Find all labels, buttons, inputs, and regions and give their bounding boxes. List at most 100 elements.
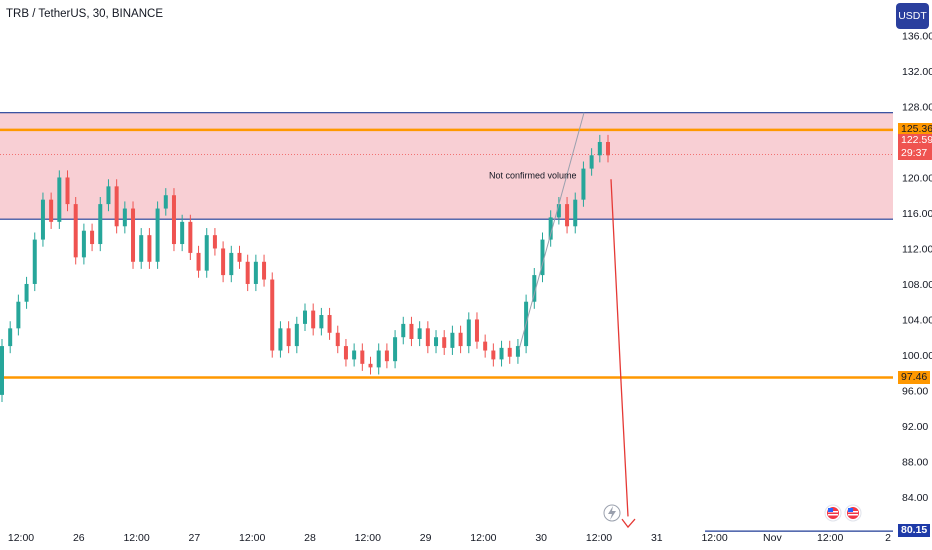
y-tick-label: 100.00 bbox=[902, 350, 932, 362]
candle bbox=[450, 325, 455, 355]
y-tick-label: 84.00 bbox=[902, 492, 928, 504]
candle bbox=[57, 170, 62, 229]
projection-arrow bbox=[610, 179, 629, 517]
currency-button[interactable]: USDT bbox=[896, 3, 929, 29]
candle bbox=[139, 228, 144, 269]
candle bbox=[180, 214, 185, 252]
x-tick-label: 12:00 bbox=[8, 532, 34, 544]
candle bbox=[319, 307, 324, 336]
candle bbox=[548, 210, 553, 247]
candle bbox=[24, 276, 29, 309]
candle bbox=[507, 340, 512, 364]
candle bbox=[49, 192, 54, 229]
support-price-tag: 97.46 bbox=[898, 370, 931, 384]
candle bbox=[286, 321, 291, 354]
y-axis[interactable]: 84.00 88.00 92.00 96.00 100.00 104.00 108.00 11… bbox=[902, 30, 932, 503]
x-tick-label: 12:00 bbox=[586, 532, 612, 544]
candle bbox=[196, 245, 201, 278]
candle bbox=[540, 232, 545, 283]
x-tick-label: 12:00 bbox=[817, 532, 843, 544]
lightning-icon[interactable] bbox=[603, 504, 621, 522]
y-tick-label: 136.00 bbox=[902, 30, 932, 42]
candle bbox=[16, 294, 21, 336]
candle bbox=[417, 321, 422, 347]
candle bbox=[237, 245, 242, 269]
symbol-title: TRB / TetherUS, 30, BINANCE bbox=[6, 8, 164, 20]
x-tick-label: 12:00 bbox=[239, 532, 265, 544]
candle bbox=[278, 321, 283, 358]
candle bbox=[409, 316, 414, 347]
candle bbox=[491, 343, 496, 367]
candle bbox=[565, 197, 570, 234]
x-tick-label: 26 bbox=[73, 532, 85, 544]
candle bbox=[65, 170, 70, 212]
current-price-tag: 122.59 29:37 bbox=[898, 133, 932, 160]
candle bbox=[376, 343, 381, 375]
y-tick-label: 128.00 bbox=[902, 101, 932, 113]
y-tick-label: 112.00 bbox=[902, 243, 932, 255]
candle bbox=[147, 228, 152, 269]
y-tick-label: 116.00 bbox=[902, 208, 932, 220]
plot-background bbox=[0, 0, 893, 550]
candle bbox=[270, 272, 275, 358]
candle bbox=[499, 340, 504, 367]
candle bbox=[466, 312, 471, 354]
candle bbox=[335, 325, 340, 354]
x-tick-label: 27 bbox=[189, 532, 201, 544]
candle bbox=[40, 192, 45, 247]
candle bbox=[606, 134, 610, 163]
event-flag-icon[interactable] bbox=[824, 504, 842, 522]
current-price-value: 122.59 bbox=[901, 133, 932, 146]
candle bbox=[262, 254, 267, 287]
candle bbox=[204, 228, 209, 278]
candle bbox=[360, 343, 365, 371]
x-axis[interactable]: 12:00 26 12:00 27 12:00 28 12:00 29 12:00 30 12:00… bbox=[8, 532, 891, 544]
x-tick-label: 12:00 bbox=[123, 532, 149, 544]
candle bbox=[393, 330, 398, 369]
candle bbox=[458, 325, 463, 354]
y-tick-label: 132.00 bbox=[902, 66, 932, 78]
candle bbox=[245, 254, 250, 292]
candle bbox=[434, 330, 439, 354]
candle bbox=[73, 197, 78, 265]
candle bbox=[556, 197, 561, 225]
candle bbox=[384, 343, 389, 369]
candle bbox=[442, 330, 447, 355]
candle bbox=[171, 188, 176, 252]
candle bbox=[32, 232, 37, 292]
x-tick-label: 12:00 bbox=[470, 532, 496, 544]
candle bbox=[81, 223, 86, 265]
candle bbox=[221, 241, 226, 283]
candle bbox=[106, 179, 111, 212]
y-tick-label: 96.00 bbox=[902, 385, 928, 397]
candle bbox=[515, 338, 520, 364]
candle bbox=[253, 254, 258, 292]
x-tick-label: 28 bbox=[304, 532, 316, 544]
y-tick-label: 108.00 bbox=[902, 279, 932, 291]
candle bbox=[573, 192, 578, 234]
resistance-price-tag: 125.36 bbox=[898, 123, 932, 137]
candle bbox=[532, 267, 537, 309]
volume-trend-line bbox=[518, 112, 585, 350]
annotation-label: Not confirmed volume bbox=[489, 170, 577, 180]
candle bbox=[401, 316, 406, 345]
candle bbox=[474, 312, 479, 349]
y-tick-label: 92.00 bbox=[902, 421, 928, 433]
x-tick-label: 29 bbox=[420, 532, 432, 544]
candle bbox=[8, 321, 13, 354]
candle bbox=[483, 334, 488, 358]
x-tick-label: 12:00 bbox=[701, 532, 727, 544]
x-tick-label: 30 bbox=[535, 532, 547, 544]
target-price-tag: 80.15 bbox=[898, 524, 931, 538]
event-flag-icon[interactable] bbox=[844, 504, 862, 522]
candle bbox=[425, 321, 430, 354]
candle bbox=[131, 201, 136, 269]
candle bbox=[311, 303, 316, 336]
projection-arrow-head bbox=[621, 518, 636, 529]
x-tick-label: 2 bbox=[885, 532, 891, 544]
candle bbox=[303, 303, 307, 331]
candle bbox=[343, 338, 348, 367]
candle bbox=[589, 148, 594, 176]
candle bbox=[327, 307, 332, 340]
